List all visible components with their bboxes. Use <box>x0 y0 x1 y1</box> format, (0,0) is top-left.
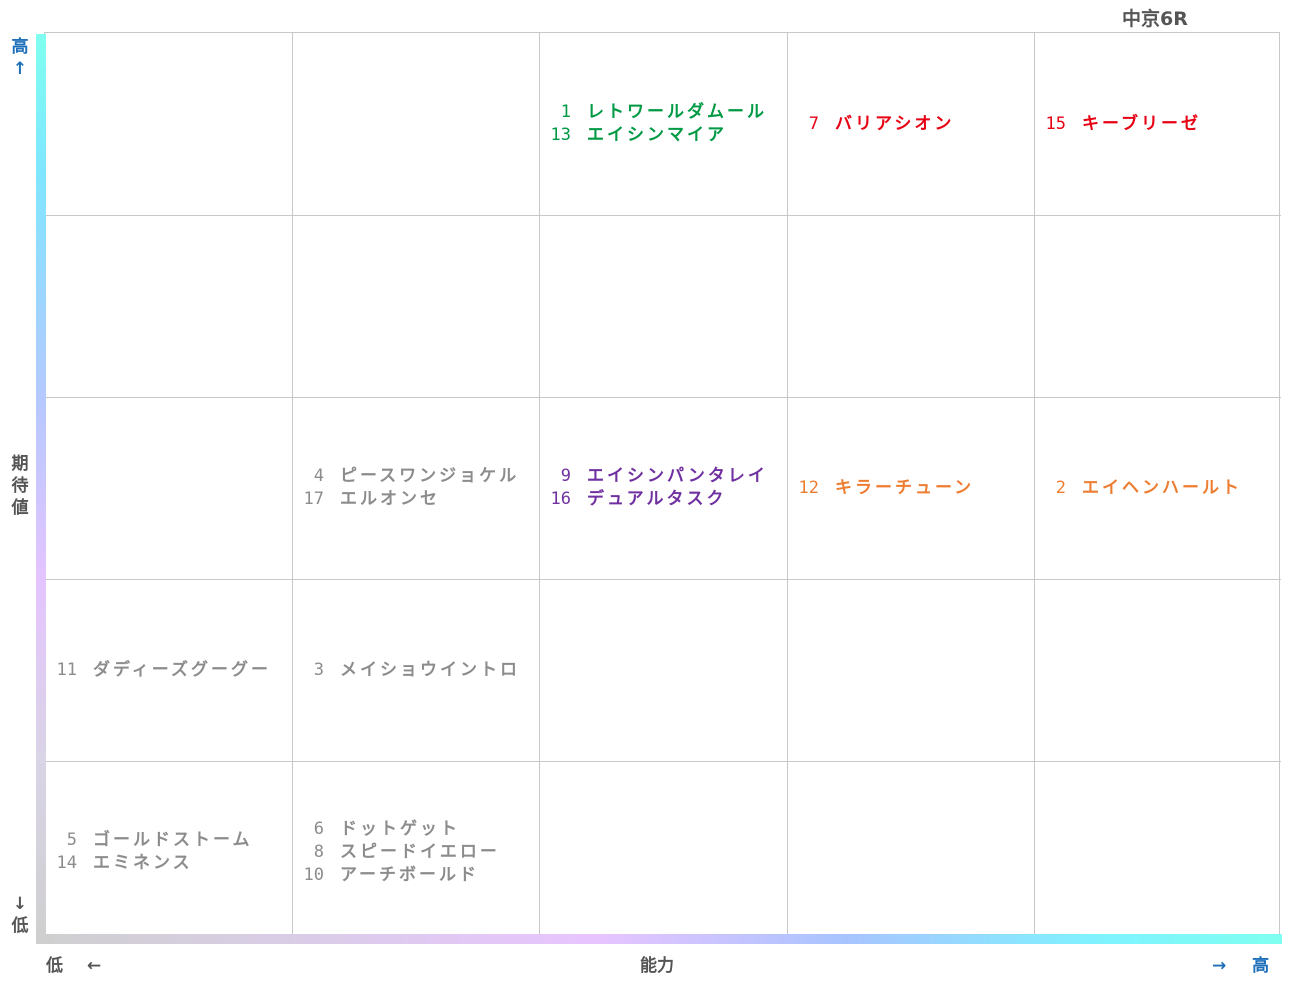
horse-number: 1 <box>560 102 571 122</box>
y-axis-label-char: 期 <box>11 454 29 474</box>
horse-name: メイショウイントロ <box>340 659 520 680</box>
grid-column-divider <box>1034 33 1035 943</box>
arrow-up-icon: ↑ <box>12 59 28 79</box>
grid-cell: 4 ピースワンジョケル 17 エルオンセ <box>298 397 537 579</box>
horse-name: レトワールダムール <box>587 102 767 122</box>
horse-name: エルオンセ <box>340 489 440 509</box>
y-axis-bar <box>36 34 46 940</box>
horse-entry: 13 エイシンマイア <box>545 124 784 147</box>
grid-column-divider <box>539 33 540 943</box>
x-axis-label: 能力 <box>640 956 674 976</box>
horse-number: 17 <box>303 489 324 509</box>
horse-name: キラーチューン <box>835 477 975 498</box>
grid-column-divider <box>292 33 293 943</box>
expectation-ability-grid: 1 レトワールダムール 13 エイシンマイア 7 バリアシオン 15 キーブリーゼ 4 ピースワン… <box>44 32 1281 943</box>
grid-row-divider <box>45 761 1281 762</box>
horse-entry: 2 エイヘンハールト <box>1040 477 1279 500</box>
horse-entry: 7 バリアシオン <box>793 113 1032 136</box>
grid-column-divider <box>787 33 788 943</box>
horse-number: 13 <box>550 125 571 145</box>
x-axis-high-label: → 高 <box>1212 956 1270 976</box>
horse-entry: 17 エルオンセ <box>298 488 537 511</box>
horse-number: 3 <box>313 659 324 680</box>
horse-name: エイヘンハールト <box>1082 477 1242 498</box>
horse-number: 4 <box>313 466 324 486</box>
horse-number: 14 <box>56 853 77 873</box>
horse-entry: 9 エイシンパンタレイ <box>545 465 784 488</box>
horse-entry: 12 キラーチューン <box>793 477 1032 500</box>
horse-number: 2 <box>1055 477 1066 498</box>
horse-number: 8 <box>313 841 324 862</box>
horse-number: 16 <box>550 489 571 509</box>
horse-name: ゴールドストーム <box>93 830 253 850</box>
horse-number: 15 <box>1045 113 1066 134</box>
horse-name: バリアシオン <box>835 113 955 134</box>
horse-name: ドットゲット <box>340 818 460 839</box>
horse-name: キーブリーゼ <box>1082 113 1201 134</box>
horse-name: スピードイエロー <box>340 841 500 862</box>
grid-row-divider <box>45 579 1281 580</box>
horse-number: 9 <box>560 466 571 486</box>
horse-entry: 15 キーブリーゼ <box>1040 113 1279 136</box>
horse-number: 10 <box>303 864 324 885</box>
horse-entry: 10 アーチボールド <box>298 864 537 887</box>
horse-name: エイシンパンタレイ <box>587 466 768 486</box>
horse-entry: 5 ゴールドストーム <box>51 829 290 852</box>
horse-number: 6 <box>313 818 324 839</box>
horse-entry: 14 エミネンス <box>51 852 290 875</box>
grid-cell: 15 キーブリーゼ <box>1040 33 1279 215</box>
y-axis-label-char: 値 <box>11 498 29 518</box>
horse-number: 7 <box>808 113 819 134</box>
horse-entry: 4 ピースワンジョケル <box>298 465 537 488</box>
horse-entry: 6 ドットゲット <box>298 818 537 841</box>
y-axis-low-label: ↓ 低 <box>11 894 29 936</box>
y-axis-label: 期待値 <box>10 453 30 519</box>
grid-cell: 7 バリアシオン <box>793 33 1032 215</box>
arrow-right-icon: → <box>1212 956 1227 976</box>
horse-number: 11 <box>56 659 77 680</box>
horse-entry: 3 メイショウイントロ <box>298 659 537 682</box>
grid-row-divider <box>45 215 1281 216</box>
grid-cell: 5 ゴールドストーム 14 エミネンス <box>51 761 290 943</box>
grid-cell: 11 ダディーズグーグー <box>51 579 290 761</box>
grid-cell: 12 キラーチューン <box>793 397 1032 579</box>
horse-number: 5 <box>66 830 77 850</box>
race-title: 中京6R <box>1122 8 1188 30</box>
horse-name: エミネンス <box>93 853 193 873</box>
grid-cell: 2 エイヘンハールト <box>1040 397 1279 579</box>
grid-cell: 6 ドットゲット 8 スピードイエロー 10 アーチボールド <box>298 761 537 943</box>
x-axis-bar <box>36 934 1282 944</box>
y-axis-label-char: 待 <box>11 476 29 496</box>
y-axis-high-label: 高 ↑ <box>11 37 29 79</box>
horse-name: デュアルタスク <box>587 489 727 509</box>
horse-name: ピースワンジョケル <box>340 466 520 486</box>
grid-cell: 9 エイシンパンタレイ 16 デュアルタスク <box>545 397 784 579</box>
horse-number: 12 <box>798 477 819 498</box>
arrow-left-icon: ← <box>86 956 102 976</box>
grid-row-divider <box>45 397 1281 398</box>
horse-name: ダディーズグーグー <box>93 659 271 680</box>
horse-entry: 16 デュアルタスク <box>545 488 784 511</box>
horse-entry: 8 スピードイエロー <box>298 841 537 864</box>
x-axis-low-label: 低 ← <box>46 956 102 976</box>
grid-cell: 1 レトワールダムール 13 エイシンマイア <box>545 33 784 215</box>
horse-name: アーチボールド <box>340 864 479 885</box>
horse-name: エイシンマイア <box>587 125 727 145</box>
arrow-down-icon: ↓ <box>12 894 28 914</box>
horse-entry: 11 ダディーズグーグー <box>51 659 290 682</box>
grid-cell: 3 メイショウイントロ <box>298 579 537 761</box>
horse-entry: 1 レトワールダムール <box>545 101 784 124</box>
